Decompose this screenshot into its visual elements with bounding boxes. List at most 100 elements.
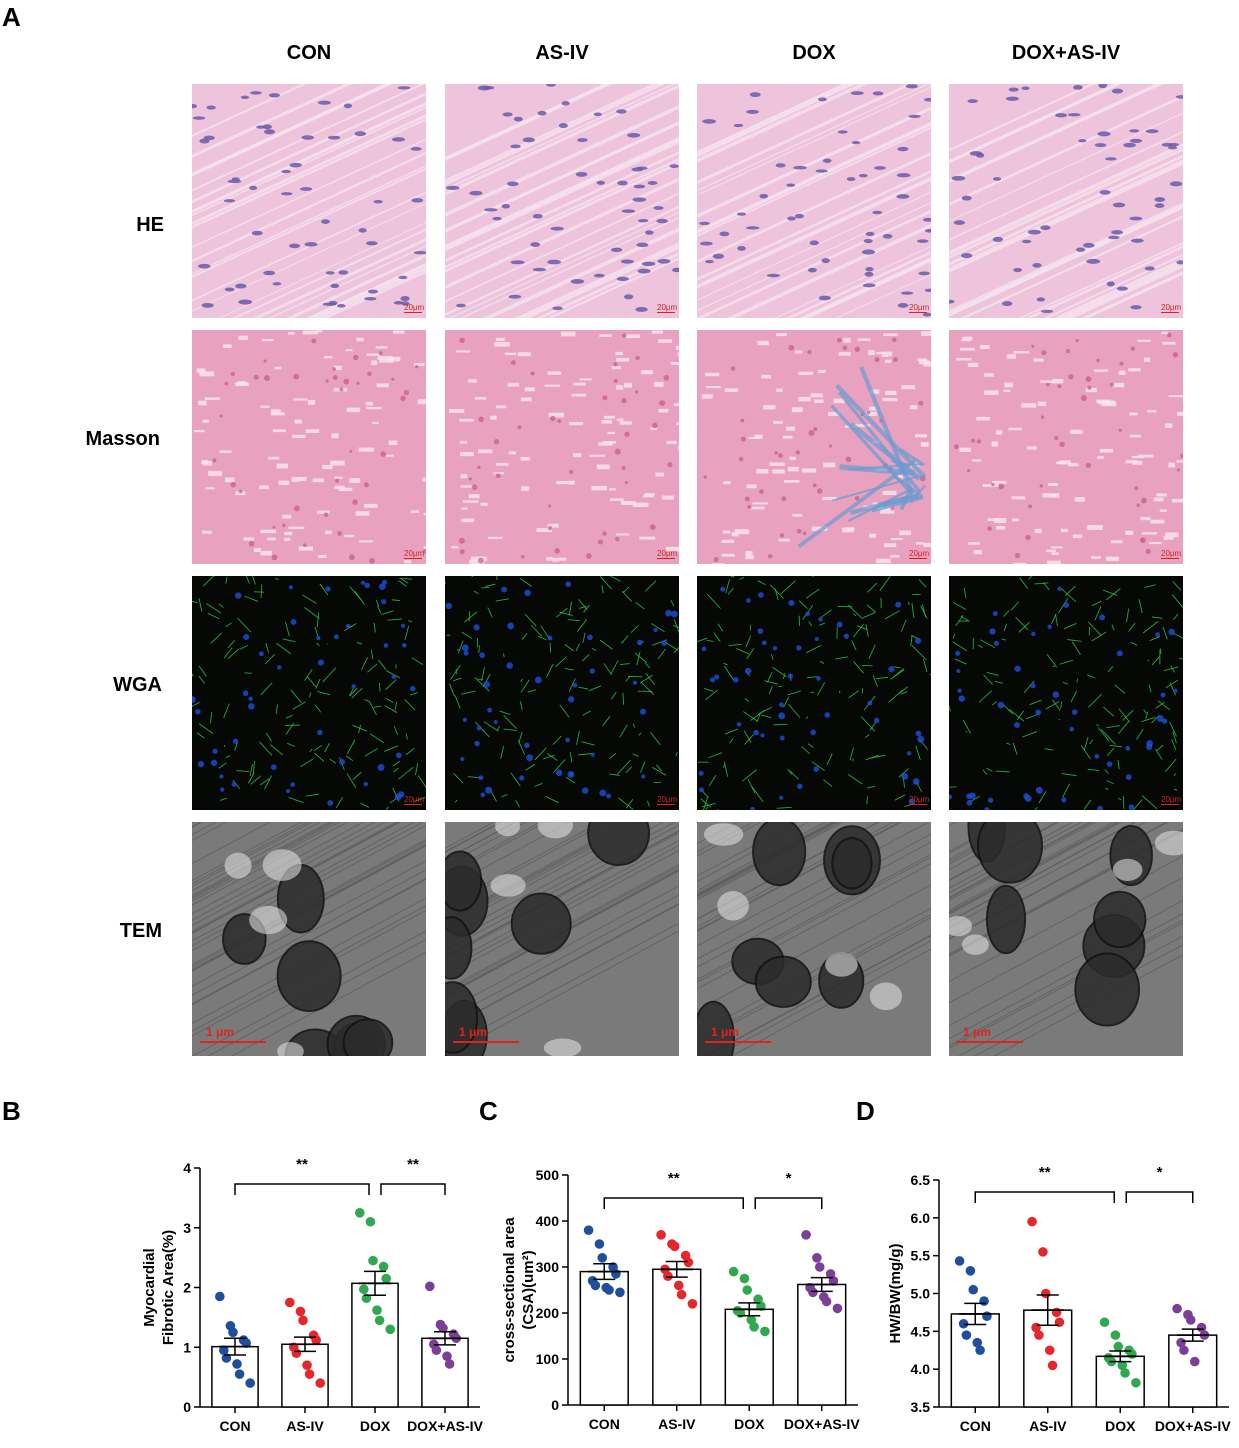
row-header-masson: Masson bbox=[0, 428, 160, 451]
scale-bar-label: 20μm bbox=[909, 549, 929, 558]
data-point bbox=[801, 1230, 811, 1240]
scale-bar-label: 20μm bbox=[657, 795, 677, 804]
y-tick-label: 100 bbox=[536, 1351, 560, 1367]
data-point bbox=[604, 1285, 614, 1295]
data-point bbox=[656, 1230, 666, 1240]
scale-bar-label: 20μm bbox=[1161, 303, 1181, 312]
he-micrograph-con bbox=[192, 84, 426, 318]
scale-bar bbox=[657, 312, 675, 313]
x-tick-label: DOX bbox=[1105, 1418, 1136, 1434]
scale-bar bbox=[1161, 804, 1179, 805]
x-tick-label: CON bbox=[589, 1416, 620, 1432]
scale-bar-label: 20μm bbox=[1161, 795, 1181, 804]
scale-bar-label: 1 μm bbox=[459, 1025, 487, 1039]
data-point bbox=[315, 1378, 325, 1388]
data-point bbox=[591, 1281, 601, 1291]
significance-label: ** bbox=[296, 1156, 308, 1173]
data-point bbox=[962, 1330, 972, 1340]
x-tick-label: CON bbox=[219, 1418, 250, 1434]
data-point bbox=[729, 1267, 739, 1277]
significance-bracket bbox=[1126, 1192, 1193, 1203]
scale-bar bbox=[453, 1041, 519, 1043]
tem-micrograph-asiv bbox=[445, 822, 679, 1056]
scale-bar-label: 20μm bbox=[1161, 549, 1181, 558]
significance-bracket bbox=[755, 1198, 822, 1209]
scale-bar bbox=[657, 558, 675, 559]
data-point bbox=[298, 1316, 308, 1326]
tem-micrograph-dox bbox=[697, 822, 931, 1056]
bar-con bbox=[951, 1314, 999, 1407]
y-axis-label: cross-sectional area bbox=[501, 1217, 518, 1363]
x-tick-label: DOX bbox=[360, 1418, 391, 1434]
y-tick-label: 6.5 bbox=[911, 1172, 931, 1188]
panel-letter-b: B bbox=[2, 1096, 21, 1127]
data-point bbox=[375, 1316, 385, 1326]
x-tick-label: DOX+AS-IV bbox=[407, 1418, 484, 1434]
x-tick-label: DOX bbox=[734, 1416, 765, 1432]
y-tick-label: 4.0 bbox=[911, 1361, 931, 1377]
data-point bbox=[674, 1281, 684, 1291]
data-point bbox=[688, 1299, 698, 1309]
y-tick-label: 2 bbox=[183, 1280, 191, 1296]
scale-bar-label: 1 μm bbox=[711, 1025, 739, 1039]
bar-as-iv bbox=[282, 1344, 328, 1407]
y-tick-label: 500 bbox=[536, 1167, 560, 1183]
scale-bar-label: 1 μm bbox=[206, 1025, 234, 1039]
row-header-tem: TEM bbox=[2, 920, 162, 943]
data-point bbox=[740, 1274, 750, 1284]
scale-bar-label: 20μm bbox=[657, 549, 677, 558]
data-point bbox=[292, 1348, 302, 1358]
scale-bar bbox=[200, 1041, 266, 1043]
scale-bar-label: 20μm bbox=[909, 795, 929, 804]
data-point bbox=[597, 1253, 607, 1263]
data-point bbox=[1113, 1342, 1123, 1352]
data-point bbox=[445, 1359, 455, 1369]
y-tick-label: 0 bbox=[183, 1399, 191, 1415]
column-header-con: CON bbox=[192, 42, 426, 65]
y-tick-label: 0 bbox=[551, 1397, 559, 1413]
data-point bbox=[302, 1360, 312, 1370]
data-point bbox=[425, 1282, 435, 1292]
data-point bbox=[1048, 1361, 1058, 1371]
bar-dox+as-iv bbox=[798, 1284, 846, 1405]
scale-bar-label: 20μm bbox=[404, 303, 424, 312]
tem-micrograph-con bbox=[192, 822, 426, 1056]
x-tick-label: DOX+AS-IV bbox=[1155, 1418, 1232, 1434]
panel-letter-a: A bbox=[2, 2, 21, 33]
data-point bbox=[232, 1359, 242, 1369]
x-tick-label: DOX+AS-IV bbox=[784, 1416, 861, 1432]
data-point bbox=[749, 1322, 759, 1332]
data-point bbox=[1186, 1315, 1196, 1325]
y-tick-label: 6.0 bbox=[911, 1210, 931, 1226]
data-point bbox=[611, 1269, 621, 1279]
data-point bbox=[677, 1290, 687, 1300]
wga-micrograph-doxasiv bbox=[949, 576, 1183, 810]
data-point bbox=[808, 1288, 818, 1298]
bar-dox bbox=[352, 1283, 398, 1407]
scale-bar bbox=[404, 312, 422, 313]
panel-letter-d: D bbox=[856, 1096, 875, 1127]
masson-micrograph-con bbox=[192, 330, 426, 564]
scale-bar bbox=[909, 558, 927, 559]
he-micrograph-asiv bbox=[445, 84, 679, 318]
y-axis-label: HW/BW(mg/g) bbox=[887, 1244, 904, 1344]
significance-bracket bbox=[604, 1198, 743, 1209]
significance-label: * bbox=[1157, 1164, 1163, 1181]
scale-bar bbox=[404, 558, 422, 559]
y-tick-label: 5.0 bbox=[911, 1286, 931, 1302]
scale-bar bbox=[909, 312, 927, 313]
masson-micrograph-asiv bbox=[445, 330, 679, 564]
x-tick-label: CON bbox=[960, 1418, 991, 1434]
data-point bbox=[235, 1369, 245, 1379]
data-point bbox=[982, 1311, 992, 1321]
x-tick-label: AS-IV bbox=[286, 1418, 324, 1434]
y-tick-label: 200 bbox=[536, 1305, 560, 1321]
data-point bbox=[975, 1345, 985, 1355]
data-point bbox=[1131, 1378, 1141, 1388]
data-point bbox=[663, 1271, 673, 1281]
panel-letter-c: C bbox=[479, 1096, 498, 1127]
significance-label: * bbox=[786, 1170, 792, 1187]
